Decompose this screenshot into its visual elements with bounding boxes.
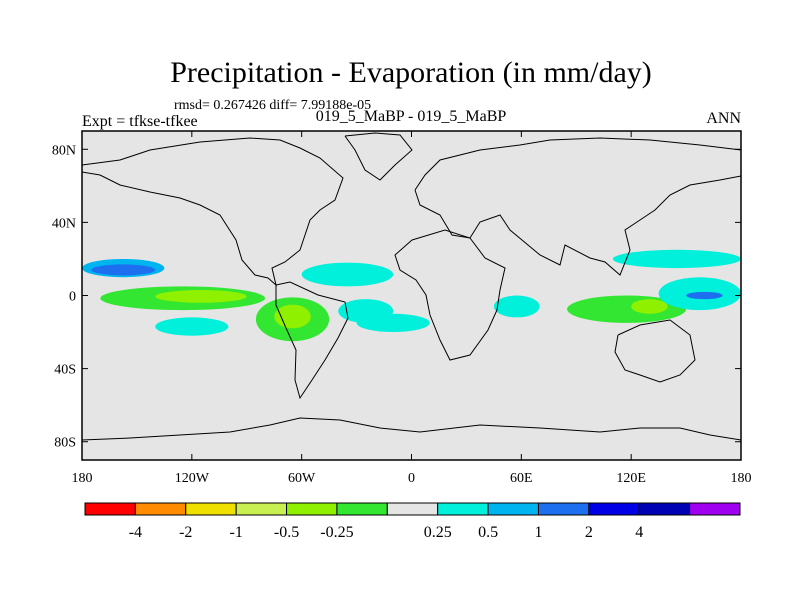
colorbar-swatch <box>386 502 439 516</box>
coastline-australia <box>614 319 696 383</box>
x-tick-label: 120E <box>616 471 646 486</box>
region-west-pacific-wet-core <box>686 291 723 300</box>
colorbar-swatch <box>537 502 590 516</box>
experiment-label: Expt = tfkse-tfkee <box>82 113 198 130</box>
y-tick-label: 80S <box>54 436 76 451</box>
coastline-greenland <box>344 132 413 181</box>
colorbar: -4 -2 -1 -0.5 -0.25 0.25 0.5 1 2 4 <box>84 502 741 541</box>
y-tick-label: 40N <box>52 216 76 231</box>
x-axis: 180 120W 60W 0 60E 120E 180 <box>72 131 752 486</box>
x-tick-label: 60W <box>288 471 316 486</box>
coastline-antarctica <box>82 417 741 441</box>
colorbar-swatch <box>84 502 136 516</box>
coastline-eurasia <box>414 137 741 276</box>
colorbar-swatch <box>286 502 338 516</box>
colorbar-label: 2 <box>585 524 593 541</box>
x-tick-label: 180 <box>731 471 752 486</box>
colorbar-swatch <box>588 502 640 516</box>
colorbar-swatch <box>437 502 489 516</box>
region-equatorial-pacific-dry-core <box>155 290 247 303</box>
season-label: ANN <box>706 110 741 127</box>
region-north-west-pacific-wet <box>612 249 741 269</box>
colorbar-label: 0.5 <box>478 524 498 541</box>
colorbar-label: -2 <box>179 524 192 541</box>
coastline-africa <box>394 229 506 361</box>
colorbar-swatch <box>689 502 741 516</box>
chart-title: Precipitation - Evaporation (in mm/day) <box>170 56 652 89</box>
x-tick-label: 60E <box>510 471 533 486</box>
region-west-pacific-dry-core <box>631 299 668 314</box>
colorbar-label: 4 <box>635 524 643 541</box>
region-north-atlantic-wet <box>301 262 394 287</box>
coastlines <box>82 132 741 441</box>
region-north-pacific-core <box>91 264 156 276</box>
region-south-pacific-wet <box>155 317 229 336</box>
region-indian-ocean-wet <box>493 295 540 318</box>
colorbar-label: -4 <box>129 524 142 541</box>
y-tick-label: 40S <box>54 363 76 378</box>
region-south-america-dry-core <box>274 304 311 329</box>
colorbar-label: 0.25 <box>424 524 452 541</box>
case-label: 019_5_MaBP - 019_5_MaBP <box>316 108 507 125</box>
colorbar-swatch <box>336 502 388 516</box>
y-tick-label: 0 <box>69 290 76 305</box>
chart-subtitle: rmsd= 0.267426 diff= 7.99188e-05 <box>174 98 371 113</box>
x-tick-label: 180 <box>72 471 93 486</box>
coastline-north-america <box>82 137 344 287</box>
coastline-south-america <box>275 281 349 400</box>
colorbar-label: -0.25 <box>320 524 353 541</box>
colorbar-swatch <box>638 502 691 516</box>
colorbar-label: 1 <box>534 524 542 541</box>
colorbar-swatch <box>134 502 187 516</box>
colorbar-swatch <box>487 502 539 516</box>
colorbar-label: -0.5 <box>274 524 299 541</box>
colorbar-label: -1 <box>229 524 242 541</box>
y-axis: 80N 40N 0 40S 80S <box>52 143 741 451</box>
x-tick-label: 0 <box>408 471 415 486</box>
region-southern-ocean-wet <box>356 313 430 333</box>
colorbar-swatch <box>185 502 237 516</box>
colorbar-swatch <box>235 502 288 516</box>
x-tick-label: 120W <box>175 471 210 486</box>
y-tick-label: 80N <box>52 143 76 158</box>
